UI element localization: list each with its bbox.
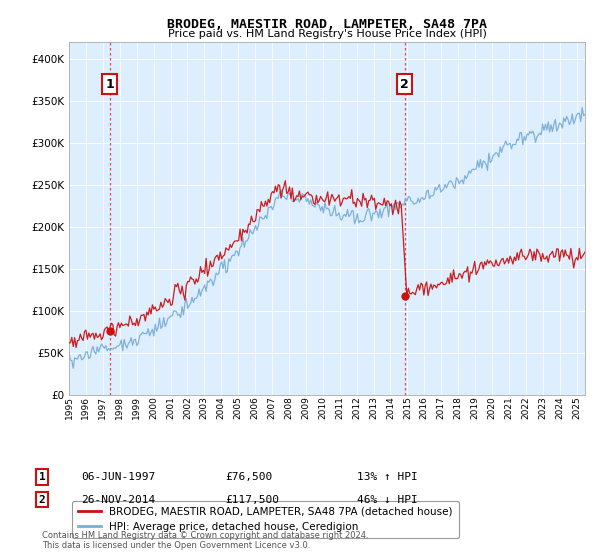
Text: 13% ↑ HPI: 13% ↑ HPI — [357, 472, 418, 482]
Text: £117,500: £117,500 — [225, 494, 279, 505]
Text: £76,500: £76,500 — [225, 472, 272, 482]
Text: 46% ↓ HPI: 46% ↓ HPI — [357, 494, 418, 505]
Text: 26-NOV-2014: 26-NOV-2014 — [81, 494, 155, 505]
Text: Price paid vs. HM Land Registry's House Price Index (HPI): Price paid vs. HM Land Registry's House … — [167, 29, 487, 39]
Text: 2: 2 — [38, 494, 46, 505]
Text: 06-JUN-1997: 06-JUN-1997 — [81, 472, 155, 482]
Text: 1: 1 — [106, 77, 114, 91]
Text: BRODEG, MAESTIR ROAD, LAMPETER, SA48 7PA: BRODEG, MAESTIR ROAD, LAMPETER, SA48 7PA — [167, 18, 487, 31]
Text: Contains HM Land Registry data © Crown copyright and database right 2024.
This d: Contains HM Land Registry data © Crown c… — [42, 530, 368, 550]
Text: 1: 1 — [38, 472, 46, 482]
Text: 2: 2 — [400, 77, 409, 91]
Legend: BRODEG, MAESTIR ROAD, LAMPETER, SA48 7PA (detached house), HPI: Average price, d: BRODEG, MAESTIR ROAD, LAMPETER, SA48 7PA… — [71, 501, 459, 538]
